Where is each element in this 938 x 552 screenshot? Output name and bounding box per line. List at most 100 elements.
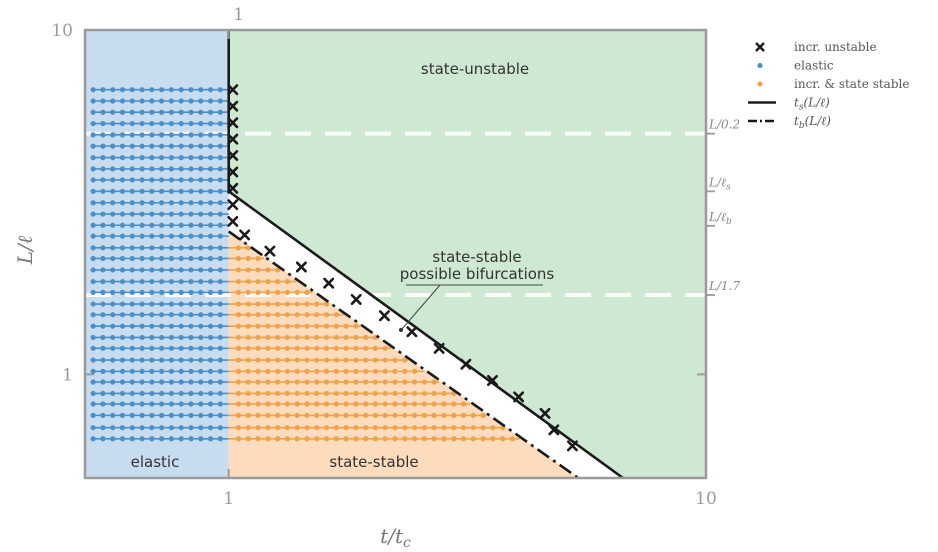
- stable-point: [304, 390, 310, 397]
- stable-point: [451, 425, 457, 431]
- stable-point: [343, 436, 349, 442]
- elastic-point: [168, 98, 175, 104]
- stable-point: [275, 436, 281, 442]
- elastic-point: [178, 425, 184, 431]
- stable-point: [333, 436, 339, 442]
- elastic-point: [149, 222, 155, 228]
- stable-point: [333, 312, 339, 318]
- elastic-point: [188, 301, 194, 307]
- lattice-row-stable: [228, 301, 330, 307]
- stable-point: [255, 312, 261, 318]
- unstable-marker: [239, 229, 251, 241]
- elastic-point: [139, 312, 145, 318]
- elastic-point: [188, 98, 194, 104]
- elastic-point: [119, 87, 126, 93]
- elastic-point: [178, 166, 184, 172]
- stable-point: [255, 301, 261, 307]
- elastic-point: [198, 132, 204, 138]
- x-axis-label: t/tc: [380, 524, 411, 551]
- stable-point: [284, 289, 290, 295]
- stable-point: [480, 436, 486, 442]
- elastic-point: [139, 233, 145, 239]
- stable-point: [470, 425, 476, 431]
- elastic-point: [100, 188, 106, 194]
- stable-point: [255, 255, 261, 262]
- elastic-point: [90, 278, 96, 285]
- elastic-point: [110, 109, 116, 115]
- stable-point: [294, 425, 300, 431]
- elastic-point: [178, 211, 184, 217]
- stable-point: [245, 267, 251, 273]
- stable-point: [294, 289, 300, 295]
- elastic-point: [188, 132, 194, 138]
- elastic-point: [139, 255, 145, 262]
- elastic-point: [110, 177, 116, 183]
- stable-point: [421, 401, 427, 407]
- elastic-point: [217, 401, 223, 407]
- stable-point: [294, 436, 300, 442]
- stable-point: [460, 401, 467, 407]
- elastic-point: [198, 155, 204, 161]
- elastic-point: [110, 425, 116, 431]
- stable-point: [372, 425, 379, 431]
- lattice-row-elastic: [90, 98, 229, 104]
- stable-point: [363, 334, 369, 341]
- stable-point: [402, 390, 408, 397]
- elastic-point: [217, 109, 223, 115]
- lattice-row-stable: [228, 436, 520, 442]
- elastic-point: [159, 109, 165, 115]
- elastic-point: [149, 425, 155, 431]
- elastic-point: [119, 166, 126, 172]
- right-tick-label-3: L/1.7: [708, 279, 740, 293]
- elastic-point: [110, 323, 116, 329]
- stable-point: [411, 401, 418, 407]
- stable-point: [480, 412, 486, 418]
- elastic-point: [198, 222, 204, 228]
- elastic-point: [139, 412, 145, 418]
- legend-label-tb: tb(L/ℓ): [794, 114, 831, 131]
- elastic-point: [217, 345, 223, 351]
- stable-point: [500, 436, 506, 442]
- elastic-point: [139, 200, 145, 206]
- stable-point: [284, 436, 290, 442]
- stable-point: [265, 312, 271, 318]
- elastic-point: [198, 312, 204, 318]
- elastic-point: [188, 177, 194, 183]
- stable-point: [304, 357, 310, 363]
- elastic-point: [207, 177, 214, 183]
- elastic-point: [90, 368, 96, 374]
- elastic-point: [217, 255, 223, 262]
- stable-point: [451, 412, 457, 418]
- stable-point: [304, 345, 310, 351]
- unstable-marker: [566, 440, 578, 452]
- elastic-point: [198, 401, 204, 407]
- stable-point: [284, 379, 290, 385]
- lattice-row-elastic: [90, 379, 229, 385]
- elastic-point: [159, 200, 165, 206]
- stable-point: [363, 412, 369, 418]
- elastic-point: [100, 379, 106, 385]
- elastic-point: [90, 132, 96, 138]
- unstable-marker-stroke-b: [227, 215, 239, 227]
- elastic-point: [188, 87, 194, 93]
- elastic-point: [100, 368, 106, 374]
- stable-point: [353, 425, 359, 431]
- stable-point: [411, 436, 418, 442]
- elastic-point: [188, 245, 194, 251]
- lattice-row-stable: [228, 425, 506, 431]
- unstable-marker: [227, 100, 239, 112]
- stable-point: [235, 390, 242, 397]
- unstable-marker: [227, 182, 239, 194]
- stable-point: [275, 401, 281, 407]
- stable-point: [402, 425, 408, 431]
- elastic-point: [129, 334, 135, 341]
- stable-point: [421, 425, 427, 431]
- elastic-point: [198, 200, 204, 206]
- elastic-point: [207, 120, 214, 127]
- elastic-point: [90, 289, 96, 295]
- y-tick-label-1: 10: [51, 21, 73, 41]
- stable-point: [323, 345, 330, 351]
- elastic-point: [198, 379, 204, 385]
- elastic-point: [129, 368, 135, 374]
- legend-label-ts: ts(L/ℓ): [794, 96, 830, 113]
